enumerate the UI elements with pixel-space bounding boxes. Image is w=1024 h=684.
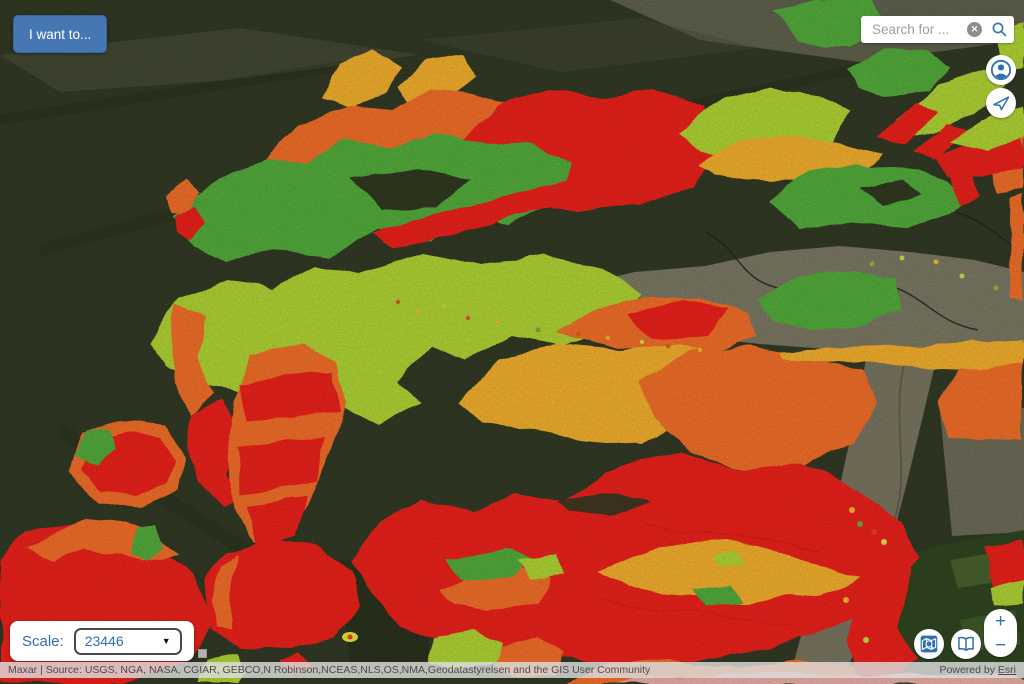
zoom-control: + − (984, 609, 1017, 657)
scale-panel: Scale: 23446 ▼ (10, 621, 194, 661)
panel-resize-handle[interactable] (198, 649, 207, 658)
navigate-button[interactable] (986, 88, 1016, 118)
scale-label: Scale: (22, 632, 64, 650)
bookmarks-button[interactable] (951, 629, 981, 659)
search-input[interactable] (870, 21, 967, 38)
dropdown-caret-icon: ▼ (161, 636, 171, 646)
navigate-arrow-icon (993, 96, 1010, 111)
attribution-bar: Maxar | Source: USGS, NGA, NASA, CGIAR, … (0, 662, 1024, 678)
powered-by: Powered by Esri (940, 664, 1016, 676)
i-want-to-button[interactable]: I want to... (13, 15, 108, 53)
zoom-in-button[interactable]: + (984, 609, 1017, 633)
attribution-sources: Maxar | Source: USGS, NGA, NASA, CGIAR, … (8, 664, 651, 676)
scale-dropdown[interactable]: 23446 ▼ (73, 627, 182, 655)
powered-by-prefix: Powered by (939, 664, 998, 676)
user-account-button[interactable] (986, 55, 1016, 85)
esri-link[interactable]: Esri (997, 664, 1016, 676)
search-bar: ✕ (861, 16, 1014, 43)
open-book-icon (958, 636, 974, 651)
scale-value: 23446 (84, 633, 124, 649)
i-want-to-label: I want to... (29, 26, 92, 42)
search-icon[interactable] (990, 21, 1008, 39)
user-circle-icon (990, 59, 1012, 81)
basemap-button[interactable] (914, 629, 944, 659)
basemap-icon (920, 635, 938, 653)
clear-search-icon[interactable]: ✕ (967, 22, 982, 37)
zoom-out-button[interactable]: − (984, 633, 1017, 657)
